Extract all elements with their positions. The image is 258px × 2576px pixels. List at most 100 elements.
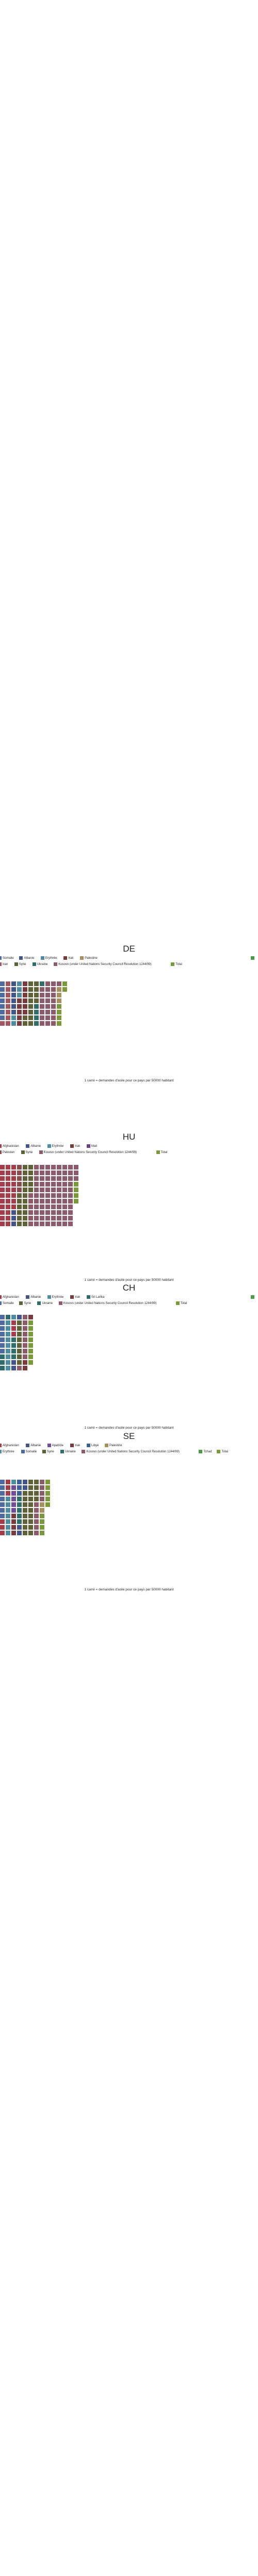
legend-label: Kosovo (under United Nations Security Co… <box>43 1150 137 1154</box>
legend-item: Syrie <box>42 1450 54 1453</box>
waffle-cell <box>62 1205 67 1209</box>
waffle-cell <box>74 1171 78 1175</box>
legend-label: Sri Lanka <box>91 1295 105 1299</box>
waffle-cell <box>51 1199 56 1204</box>
legend-item: Palestine <box>105 1444 122 1447</box>
waffle-cell <box>68 1216 73 1221</box>
legend-swatch <box>105 1444 108 1447</box>
waffle-cell <box>6 1491 10 1496</box>
waffle-cell <box>45 1222 50 1226</box>
waffle-cell <box>28 1182 33 1187</box>
waffle-cell <box>23 1193 27 1198</box>
waffle-cell <box>40 1508 44 1513</box>
legend-item: Kosovo (under United Nations Security Co… <box>39 1150 137 1154</box>
waffle-cell <box>11 1366 16 1370</box>
waffle-cell <box>11 1491 16 1496</box>
waffle-cell <box>11 1004 16 1009</box>
waffle-cell <box>28 1171 33 1175</box>
legend-label: Irak <box>75 1295 80 1299</box>
waffle-cell <box>6 1171 10 1175</box>
waffle-cell <box>0 1508 5 1513</box>
waffle-cell <box>45 1491 50 1496</box>
waffle-cell <box>6 1366 10 1370</box>
legend-label: Erythrée <box>52 1295 64 1299</box>
waffle-cell <box>57 1210 61 1215</box>
waffle-cell <box>74 1199 78 1204</box>
waffle-cell <box>62 1171 67 1175</box>
waffle-cell <box>57 1188 61 1192</box>
waffle-cell <box>11 1216 16 1221</box>
waffle-cell <box>28 1514 33 1518</box>
waffle-cell <box>0 1176 5 1181</box>
legend-label: Ukraine <box>65 1450 76 1453</box>
waffle-cell <box>23 1366 27 1370</box>
waffle-cell <box>40 1015 44 1020</box>
waffle-cell <box>45 1010 50 1014</box>
waffle-cell <box>28 1021 33 1026</box>
waffle-cell <box>23 998 27 1003</box>
waffle-cell <box>57 998 61 1003</box>
legend-swatch <box>80 956 84 960</box>
legend-label: Total <box>221 1450 229 1453</box>
legend-label: Total <box>180 1301 187 1305</box>
waffle-cell <box>74 1165 78 1170</box>
waffle-cell <box>28 1326 33 1331</box>
waffle-cell <box>11 1326 16 1331</box>
caption: 1 carré = demandes d'asile pour ce pays … <box>84 1588 174 1591</box>
waffle-cell <box>51 1216 56 1221</box>
waffle-cell <box>6 1165 10 1170</box>
waffle-cell <box>45 1205 50 1209</box>
legend-label: Erythrée <box>45 956 57 960</box>
waffle-cell <box>74 1182 78 1187</box>
waffle-cell <box>34 1480 39 1484</box>
waffle-cell <box>11 1165 16 1170</box>
legend-swatch <box>87 1144 90 1148</box>
waffle-cell <box>0 1315 5 1319</box>
waffle-cell <box>45 1210 50 1215</box>
legend-swatch <box>0 962 2 966</box>
waffle-cell <box>28 1188 33 1192</box>
legend-swatch <box>47 1444 51 1447</box>
waffle-cell <box>11 998 16 1003</box>
waffle-cell <box>11 1182 16 1187</box>
waffle-cell <box>6 1222 10 1226</box>
waffle-cell <box>23 1485 27 1490</box>
waffle-cell <box>0 1354 5 1359</box>
legend-label: Erythrée <box>3 1450 14 1453</box>
waffle-cell <box>11 1193 16 1198</box>
waffle-cell <box>17 1502 22 1507</box>
waffle-cell <box>0 1332 5 1336</box>
waffle-cell <box>23 1343 27 1348</box>
waffle-cell <box>45 1015 50 1020</box>
waffle-cell <box>6 1010 10 1014</box>
waffle-cell <box>62 1216 67 1221</box>
waffle-cell <box>17 1525 22 1530</box>
waffle-cell <box>28 1205 33 1209</box>
legend-swatch <box>37 1301 41 1305</box>
waffle-cell <box>0 1165 5 1170</box>
waffle-cell <box>23 1210 27 1215</box>
waffle-cell <box>51 1210 56 1215</box>
waffle-cell <box>34 1171 39 1175</box>
legend-item: Somalie <box>0 1301 14 1305</box>
waffle-cell <box>11 987 16 992</box>
legend-label: Irak <box>75 1444 80 1447</box>
waffle-cell <box>28 1015 33 1020</box>
legend: Afghanistan Albanie Erythrée Irak Sri Lanka S… <box>0 1295 258 1314</box>
waffle-cell <box>6 1315 10 1319</box>
waffle-cell <box>40 1514 44 1518</box>
waffle-cell <box>17 1326 22 1331</box>
waffle-cell <box>0 987 5 992</box>
legend-swatch <box>58 1301 62 1305</box>
waffle-cell <box>62 1188 67 1192</box>
waffle-cell <box>57 1205 61 1209</box>
waffle-cell <box>0 993 5 997</box>
waffle-cell <box>23 1337 27 1342</box>
waffle-cell <box>23 1480 27 1484</box>
waffle-cell <box>17 1021 22 1026</box>
legend-item: Irak <box>63 956 73 960</box>
waffle-cell <box>23 1502 27 1507</box>
waffle-cell <box>6 1210 10 1215</box>
legend-label: Syrie <box>19 962 26 966</box>
waffle-cell <box>23 1182 27 1187</box>
